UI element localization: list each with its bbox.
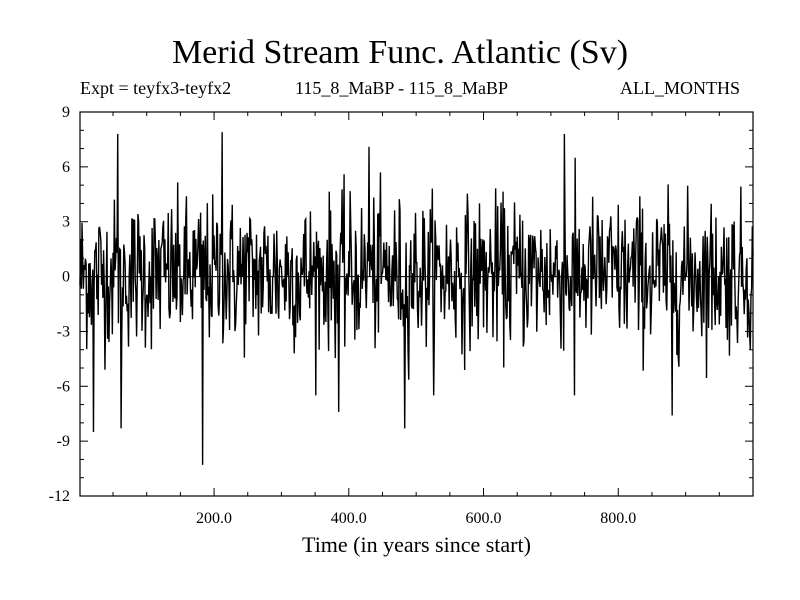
y-tick-label: 0 <box>62 269 70 286</box>
x-tick-label: 400.0 <box>331 510 367 527</box>
x-tick-label: 200.0 <box>196 510 232 527</box>
experiment-label: Expt = teyfx3-teyfx2 <box>80 78 232 98</box>
x-tick-label: 800.0 <box>600 510 636 527</box>
y-tick-label: -12 <box>49 488 70 505</box>
series-line <box>79 132 754 465</box>
y-tick-label: -9 <box>57 433 70 450</box>
chart-title: Merid Stream Func. Atlantic (Sv) <box>171 34 629 71</box>
months-label: ALL_MONTHS <box>620 78 740 98</box>
x-axis-label: Time (in years since start) <box>302 532 531 557</box>
y-tick-label: 3 <box>62 214 70 231</box>
x-tick-label: 600.0 <box>466 510 502 527</box>
y-tick-label: -3 <box>57 323 70 340</box>
y-tick-label: -6 <box>57 378 70 395</box>
y-tick-label: 6 <box>62 159 70 176</box>
period-label: 115_8_MaBP - 115_8_MaBP <box>295 78 509 98</box>
y-tick-label: 9 <box>62 104 70 121</box>
